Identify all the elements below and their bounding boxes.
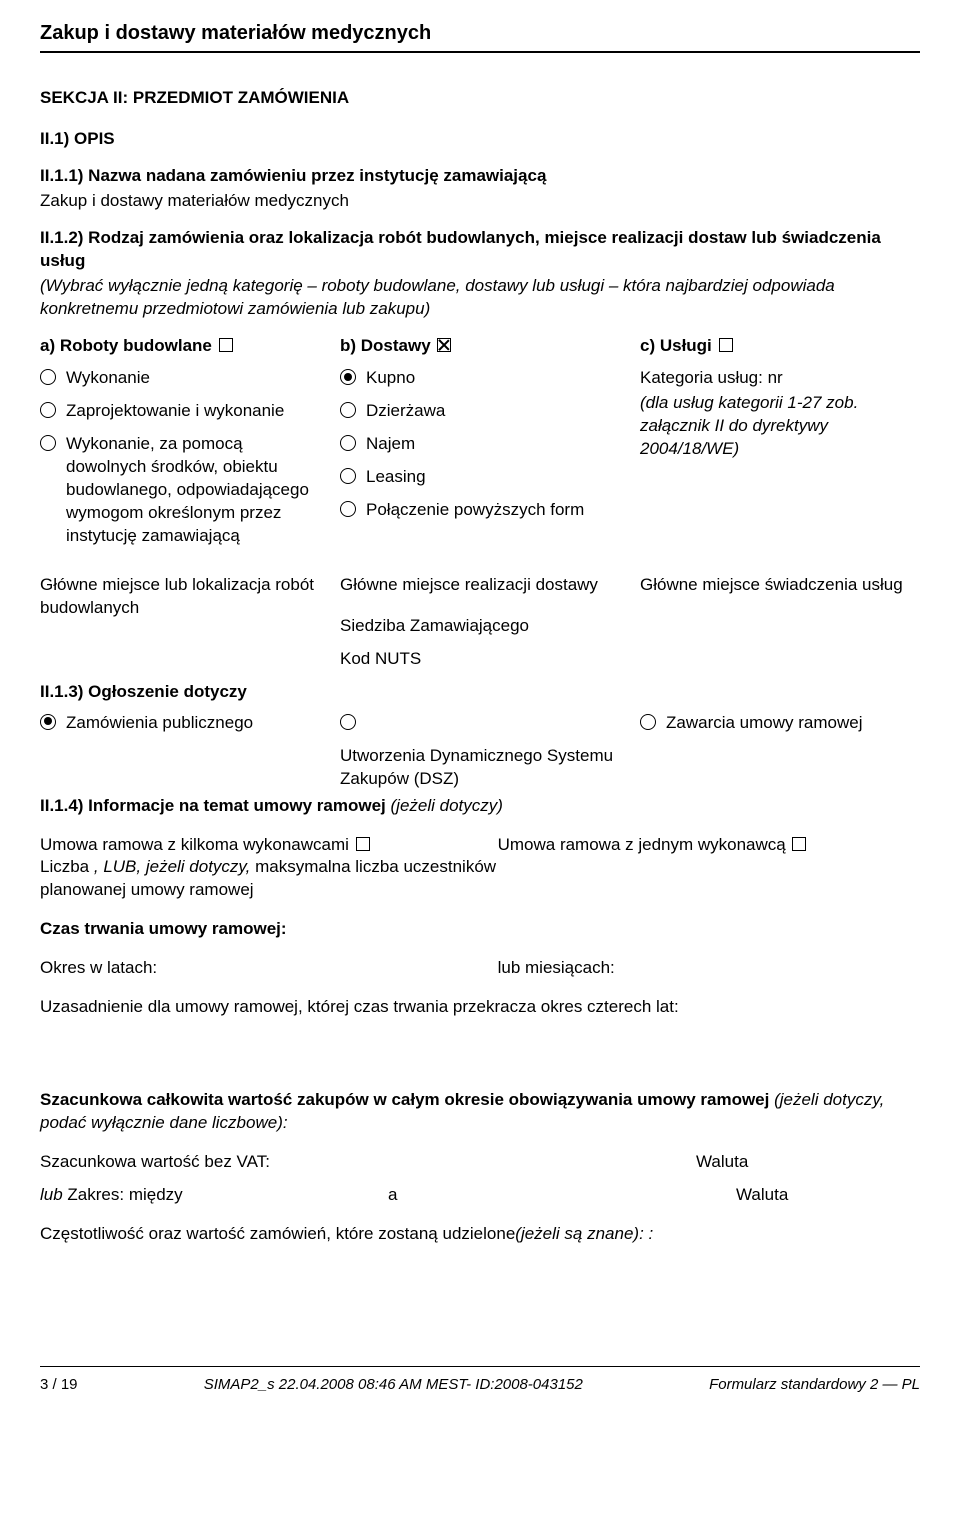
footer: 3 / 19 SIMAP2_s 22.04.2008 08:46 AM MEST… <box>40 1375 920 1415</box>
s14-dur-b: lub miesiącach: <box>498 957 920 980</box>
ii-1-1-header: II.1.1) Nazwa nadana zamówieniu przez in… <box>40 165 920 188</box>
s14-l1b: Umowa ramowa z jednym wykonawcą <box>498 835 786 854</box>
s13-opt-1-label: Zamówienia publicznego <box>66 712 253 735</box>
a-opt-1[interactable]: Wykonanie <box>40 367 320 390</box>
ii-1-1-value: Zakup i dostawy materiałów medycznych <box>40 190 920 213</box>
s14-dur-a: Okres w latach: <box>40 957 498 980</box>
radio-icon <box>340 402 356 418</box>
s14-l1b-wrap: Umowa ramowa z jednym wykonawcą <box>498 834 920 857</box>
s14-range-a: lub <box>40 1185 67 1204</box>
radio-icon <box>640 714 656 730</box>
radio-icon <box>40 714 56 730</box>
s14-freq: Częstotliwość oraz wartość zamówień, któ… <box>40 1224 515 1243</box>
footer-separator <box>40 1366 920 1367</box>
s14-l1a: Umowa ramowa z kilkoma wykonawcami <box>40 835 349 854</box>
b-opt-2[interactable]: Dzierżawa <box>340 400 620 423</box>
loc-b: Główne miejsce realizacji dostawy <box>340 574 620 597</box>
col-a-header: a) Roboty budowlane <box>40 335 320 358</box>
s13-line2: Utworzenia Dynamicznego Systemu Zakupów … <box>340 745 620 791</box>
ii-1-3-header: II.1.3) Ogłoszenie dotyczy <box>40 681 920 704</box>
radio-icon <box>40 435 56 451</box>
col-b-header: b) Dostawy <box>340 335 620 358</box>
ii-1-4-header: II.1.4) Informacje na temat umowy ramowe… <box>40 796 386 815</box>
s13-opt-3[interactable]: Zawarcia umowy ramowej <box>640 712 920 735</box>
loc-b3: Kod NUTS <box>340 648 620 671</box>
s14-l1a-wrap: Umowa ramowa z kilkoma wykonawcami <box>40 834 498 857</box>
loc-b-block: Główne miejsce realizacji dostawy Siedzi… <box>340 574 620 671</box>
checkbox-c[interactable] <box>719 338 733 352</box>
col-a-header-text: a) Roboty budowlane <box>40 336 212 355</box>
a-opt-2-label: Zaprojektowanie i wykonanie <box>66 400 284 423</box>
s14-est-a: Szacunkowa wartość bez VAT: <box>40 1151 656 1174</box>
b-opt-3[interactable]: Najem <box>340 433 620 456</box>
checkbox-b[interactable] <box>437 338 451 352</box>
s14-freq-note: (jeżeli są znane): : <box>515 1224 653 1243</box>
ii-1-4-note: (jeżeli dotyczy) <box>386 796 503 815</box>
ii-1-header: II.1) OPIS <box>40 128 920 151</box>
s13-opt-3-label: Zawarcia umowy ramowej <box>666 712 863 735</box>
a-opt-1-label: Wykonanie <box>66 367 150 390</box>
radio-icon <box>340 714 356 730</box>
radio-icon <box>40 369 56 385</box>
a-opt-3[interactable]: Wykonanie, za pomocą dowolnych środków, … <box>40 433 320 548</box>
col-b-header-text: b) Dostawy <box>340 336 431 355</box>
col-a: a) Roboty budowlane Wykonanie Zaprojekto… <box>40 335 320 559</box>
s14-dur-header: Czas trwania umowy ramowej: <box>40 918 920 941</box>
radio-icon <box>340 501 356 517</box>
s13-opt-1[interactable]: Zamówienia publicznego <box>40 712 320 735</box>
s14-l2a: Liczba <box>40 857 89 876</box>
loc-b2: Siedziba Zamawiającego <box>340 615 620 638</box>
s14-range-cur: Waluta <box>736 1184 920 1207</box>
b-opt-5[interactable]: Połączenie powyższych form <box>340 499 620 522</box>
s14-just: Uzasadnienie dla umowy ramowej, której c… <box>40 996 920 1019</box>
checkbox-a[interactable] <box>219 338 233 352</box>
b-opt-4-label: Leasing <box>366 466 426 489</box>
footer-mid: SIMAP2_s 22.04.2008 08:46 AM MEST- ID:20… <box>204 1375 583 1395</box>
col-c: c) Usługi Kategoria usług: nr (dla usług… <box>640 335 920 559</box>
col-b: b) Dostawy Kupno Dzierżawa Najem Leasing… <box>340 335 620 559</box>
radio-icon <box>340 369 356 385</box>
footer-right: Formularz standardowy 2 — PL <box>709 1375 920 1395</box>
c-text-2: (dla usług kategorii 1-27 zob. załącznik… <box>640 392 920 461</box>
b-opt-4[interactable]: Leasing <box>340 466 620 489</box>
b-opt-5-label: Połączenie powyższych form <box>366 499 584 522</box>
s14-range-c: a <box>388 1184 696 1207</box>
s13-opt-2[interactable] <box>340 712 620 735</box>
s14-l2: Liczba , LUB, jeżeli dotyczy, maksymalna… <box>40 856 524 902</box>
radio-icon <box>340 435 356 451</box>
radio-icon <box>40 402 56 418</box>
section-2-header: SEKCJA II: PRZEDMIOT ZAMÓWIENIA <box>40 87 920 110</box>
checkbox-ramowa-single[interactable] <box>792 837 806 851</box>
b-opt-2-label: Dzierżawa <box>366 400 445 423</box>
ii-1-2-header: II.1.2) Rodzaj zamówienia oraz lokalizac… <box>40 227 920 273</box>
a-opt-3-label: Wykonanie, za pomocą dowolnych środków, … <box>66 433 320 548</box>
s14-est-h: Szacunkowa całkowita wartość zakupów w c… <box>40 1090 769 1109</box>
page-title: Zakup i dostawy materiałów medycznych <box>40 20 920 53</box>
b-opt-1[interactable]: Kupno <box>340 367 620 390</box>
col-c-header-text: c) Usługi <box>640 336 712 355</box>
footer-left: 3 / 19 <box>40 1375 78 1395</box>
radio-icon <box>340 468 356 484</box>
col-c-header: c) Usługi <box>640 335 920 358</box>
loc-a: Główne miejsce lub lokalizacja robót bud… <box>40 574 320 671</box>
s14-est-cur: Waluta <box>696 1151 920 1174</box>
b-opt-3-label: Najem <box>366 433 415 456</box>
b-opt-1-label: Kupno <box>366 367 415 390</box>
a-opt-2[interactable]: Zaprojektowanie i wykonanie <box>40 400 320 423</box>
c-text-1: Kategoria usług: nr <box>640 367 920 390</box>
s14-l2b: , LUB, jeżeli dotyczy, <box>94 857 251 876</box>
s14-range-b: Zakres: między <box>67 1185 182 1204</box>
loc-c: Główne miejsce świadczenia usług <box>640 574 920 671</box>
ii-1-2-note: (Wybrać wyłącznie jedną kategorię – robo… <box>40 275 920 321</box>
checkbox-ramowa-multi[interactable] <box>356 837 370 851</box>
